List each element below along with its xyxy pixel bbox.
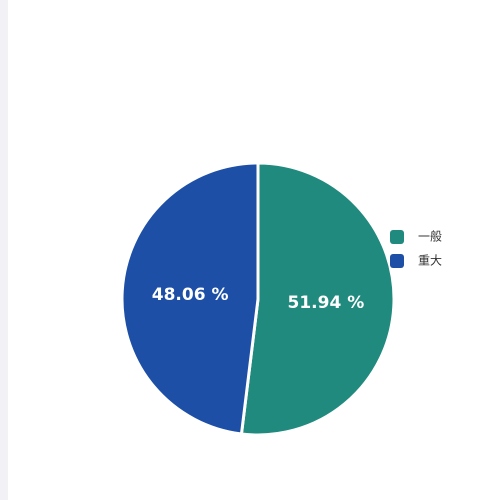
legend-label[interactable]: 一般 bbox=[418, 229, 442, 244]
legend-label[interactable]: 重大 bbox=[418, 254, 442, 268]
slice-label: 48.06 % bbox=[152, 285, 229, 305]
side-strip bbox=[0, 0, 8, 500]
pie-slice[interactable] bbox=[239, 161, 396, 437]
legend-swatch[interactable] bbox=[390, 254, 404, 268]
slice-label: 51.94 % bbox=[288, 293, 365, 313]
legend-swatch[interactable] bbox=[390, 230, 404, 244]
pie-slice[interactable] bbox=[120, 161, 260, 436]
